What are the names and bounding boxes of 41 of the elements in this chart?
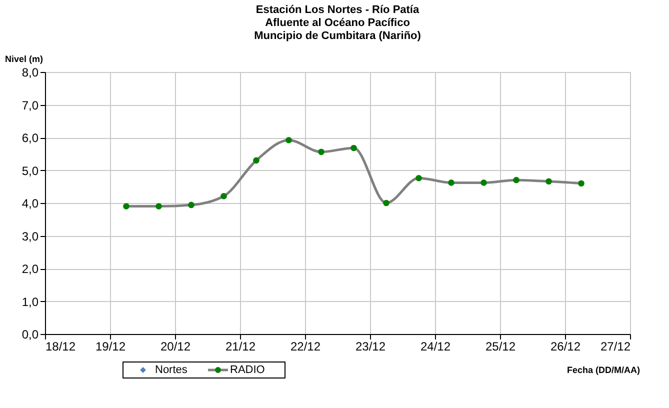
point xyxy=(383,200,390,206)
point xyxy=(350,144,357,152)
x-tick-label: 18/12 xyxy=(46,340,76,354)
text: Estación Los Nortes - Río Patía xyxy=(256,4,420,16)
point xyxy=(188,202,194,208)
x-tick-label: 21/12 xyxy=(225,340,256,354)
point xyxy=(578,180,584,187)
y-tick-label: 5,0 xyxy=(22,164,39,178)
x-tick-label: 22/12 xyxy=(290,340,321,354)
x-axis-title: Fecha (DD/M/AA) xyxy=(566,365,640,375)
point xyxy=(220,192,227,200)
point xyxy=(513,176,520,184)
y-axis-title: Nivel (m) xyxy=(5,54,44,64)
y-tick-label: 6,0 xyxy=(22,131,39,145)
y-tick-label: 8,0 xyxy=(22,66,39,80)
x-tick-label: 26/12 xyxy=(550,340,581,354)
legend-label: Nortes xyxy=(155,364,188,376)
y-tick-label: 1,0 xyxy=(22,294,39,309)
x-tick-label: 20/12 xyxy=(160,340,191,354)
y-tick-label: 4,0 xyxy=(22,196,39,210)
point xyxy=(546,178,552,185)
point xyxy=(416,174,422,182)
x-tick-label: 24/12 xyxy=(420,340,451,354)
point xyxy=(156,203,162,210)
point xyxy=(480,180,487,186)
point xyxy=(448,180,454,186)
y-tick-label: 7,0 xyxy=(22,98,39,112)
x-tick-label: 23/12 xyxy=(355,340,386,354)
point xyxy=(253,157,260,164)
point xyxy=(123,203,130,210)
y-tick-label: 0,0 xyxy=(22,328,39,342)
x-tick-label: 27/12 xyxy=(600,340,631,354)
point xyxy=(318,148,324,156)
x-tick-label: 19/12 xyxy=(95,340,126,354)
point xyxy=(286,136,292,144)
text: Afluente al Océano Pacífico xyxy=(265,17,410,29)
x-tick-label: 25/12 xyxy=(485,340,516,354)
legend-label: RADIO xyxy=(230,364,266,376)
y-tick-label: 3,0 xyxy=(22,229,39,244)
text: Muncipio de Cumbitara (Nariño) xyxy=(254,30,421,42)
y-tick-label: 2,0 xyxy=(22,262,39,276)
